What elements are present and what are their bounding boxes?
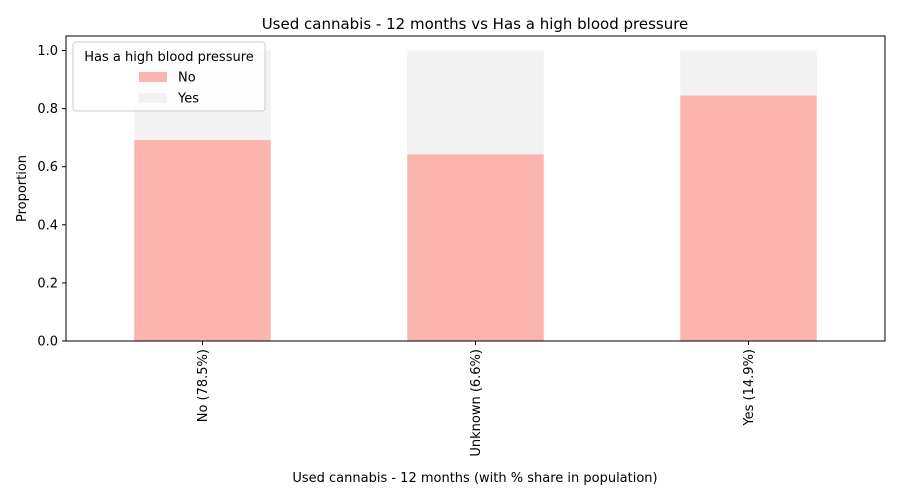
legend-title: Has a high blood pressure <box>84 50 254 65</box>
y-tick-label: 0.0 <box>37 335 58 350</box>
legend-label-yes: Yes <box>177 92 199 107</box>
plot-frame <box>65 35 886 342</box>
y-tick-label: 0.6 <box>37 160 58 175</box>
legend-items: No Yes <box>139 71 199 107</box>
bar-yes-1 <box>407 50 544 155</box>
x-axis-ticks: No (78.5%) Unknown (6.6%) Yes (14.9%) <box>196 341 757 457</box>
legend-box <box>72 41 266 112</box>
chart-title: Used cannabis - 12 months vs Has a high … <box>262 15 689 33</box>
y-tick-label: 0.8 <box>37 102 58 117</box>
x-tick-label: No (78.5%) <box>196 349 211 422</box>
y-tick-label: 0.4 <box>37 218 58 233</box>
bar-no-2 <box>680 95 817 341</box>
bar-no-1 <box>407 154 544 341</box>
y-tick-label: 1.0 <box>37 44 58 59</box>
legend-label-no: No <box>178 71 196 86</box>
bar-no-0 <box>134 139 271 341</box>
y-tick-label: 0.2 <box>37 276 58 291</box>
x-tick-label: Unknown (6.6%) <box>469 349 484 457</box>
bar-yes-2 <box>680 50 817 96</box>
legend-swatch-no <box>139 72 167 82</box>
x-tick-label: Yes (14.9%) <box>742 349 757 427</box>
y-axis-label: Proportion <box>15 155 30 222</box>
legend: Has a high blood pressure No Yes <box>72 41 266 112</box>
y-axis-ticks: 0.0 0.2 0.4 0.6 0.8 1.0 <box>37 44 66 350</box>
legend-swatch-yes <box>139 93 167 103</box>
x-axis-label: Used cannabis - 12 months (with % share … <box>292 471 657 486</box>
